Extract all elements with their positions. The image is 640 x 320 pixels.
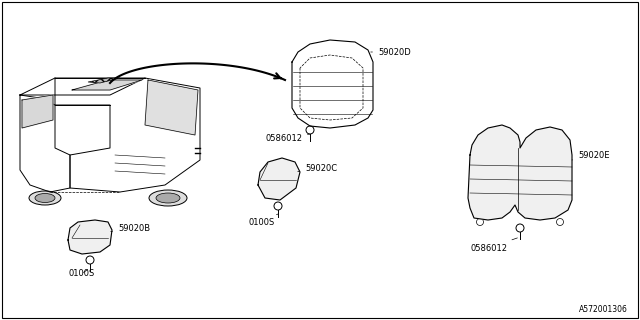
Polygon shape bbox=[72, 80, 142, 90]
Ellipse shape bbox=[149, 190, 187, 206]
Text: A572001306: A572001306 bbox=[579, 305, 628, 314]
Text: 0100S: 0100S bbox=[248, 214, 278, 227]
Text: 0586012: 0586012 bbox=[470, 238, 517, 252]
Ellipse shape bbox=[35, 194, 55, 203]
Polygon shape bbox=[468, 125, 572, 220]
Polygon shape bbox=[68, 220, 112, 254]
Polygon shape bbox=[145, 80, 198, 135]
Polygon shape bbox=[22, 95, 53, 128]
Ellipse shape bbox=[29, 191, 61, 205]
Text: 59020E: 59020E bbox=[572, 150, 609, 160]
Polygon shape bbox=[88, 78, 120, 83]
Text: 0100S: 0100S bbox=[68, 269, 94, 278]
Text: 59020C: 59020C bbox=[298, 164, 337, 172]
Text: 59020B: 59020B bbox=[111, 223, 150, 233]
Text: 59020D: 59020D bbox=[371, 47, 411, 57]
Polygon shape bbox=[258, 158, 300, 200]
Ellipse shape bbox=[156, 193, 180, 203]
Text: 0586012: 0586012 bbox=[265, 133, 310, 142]
